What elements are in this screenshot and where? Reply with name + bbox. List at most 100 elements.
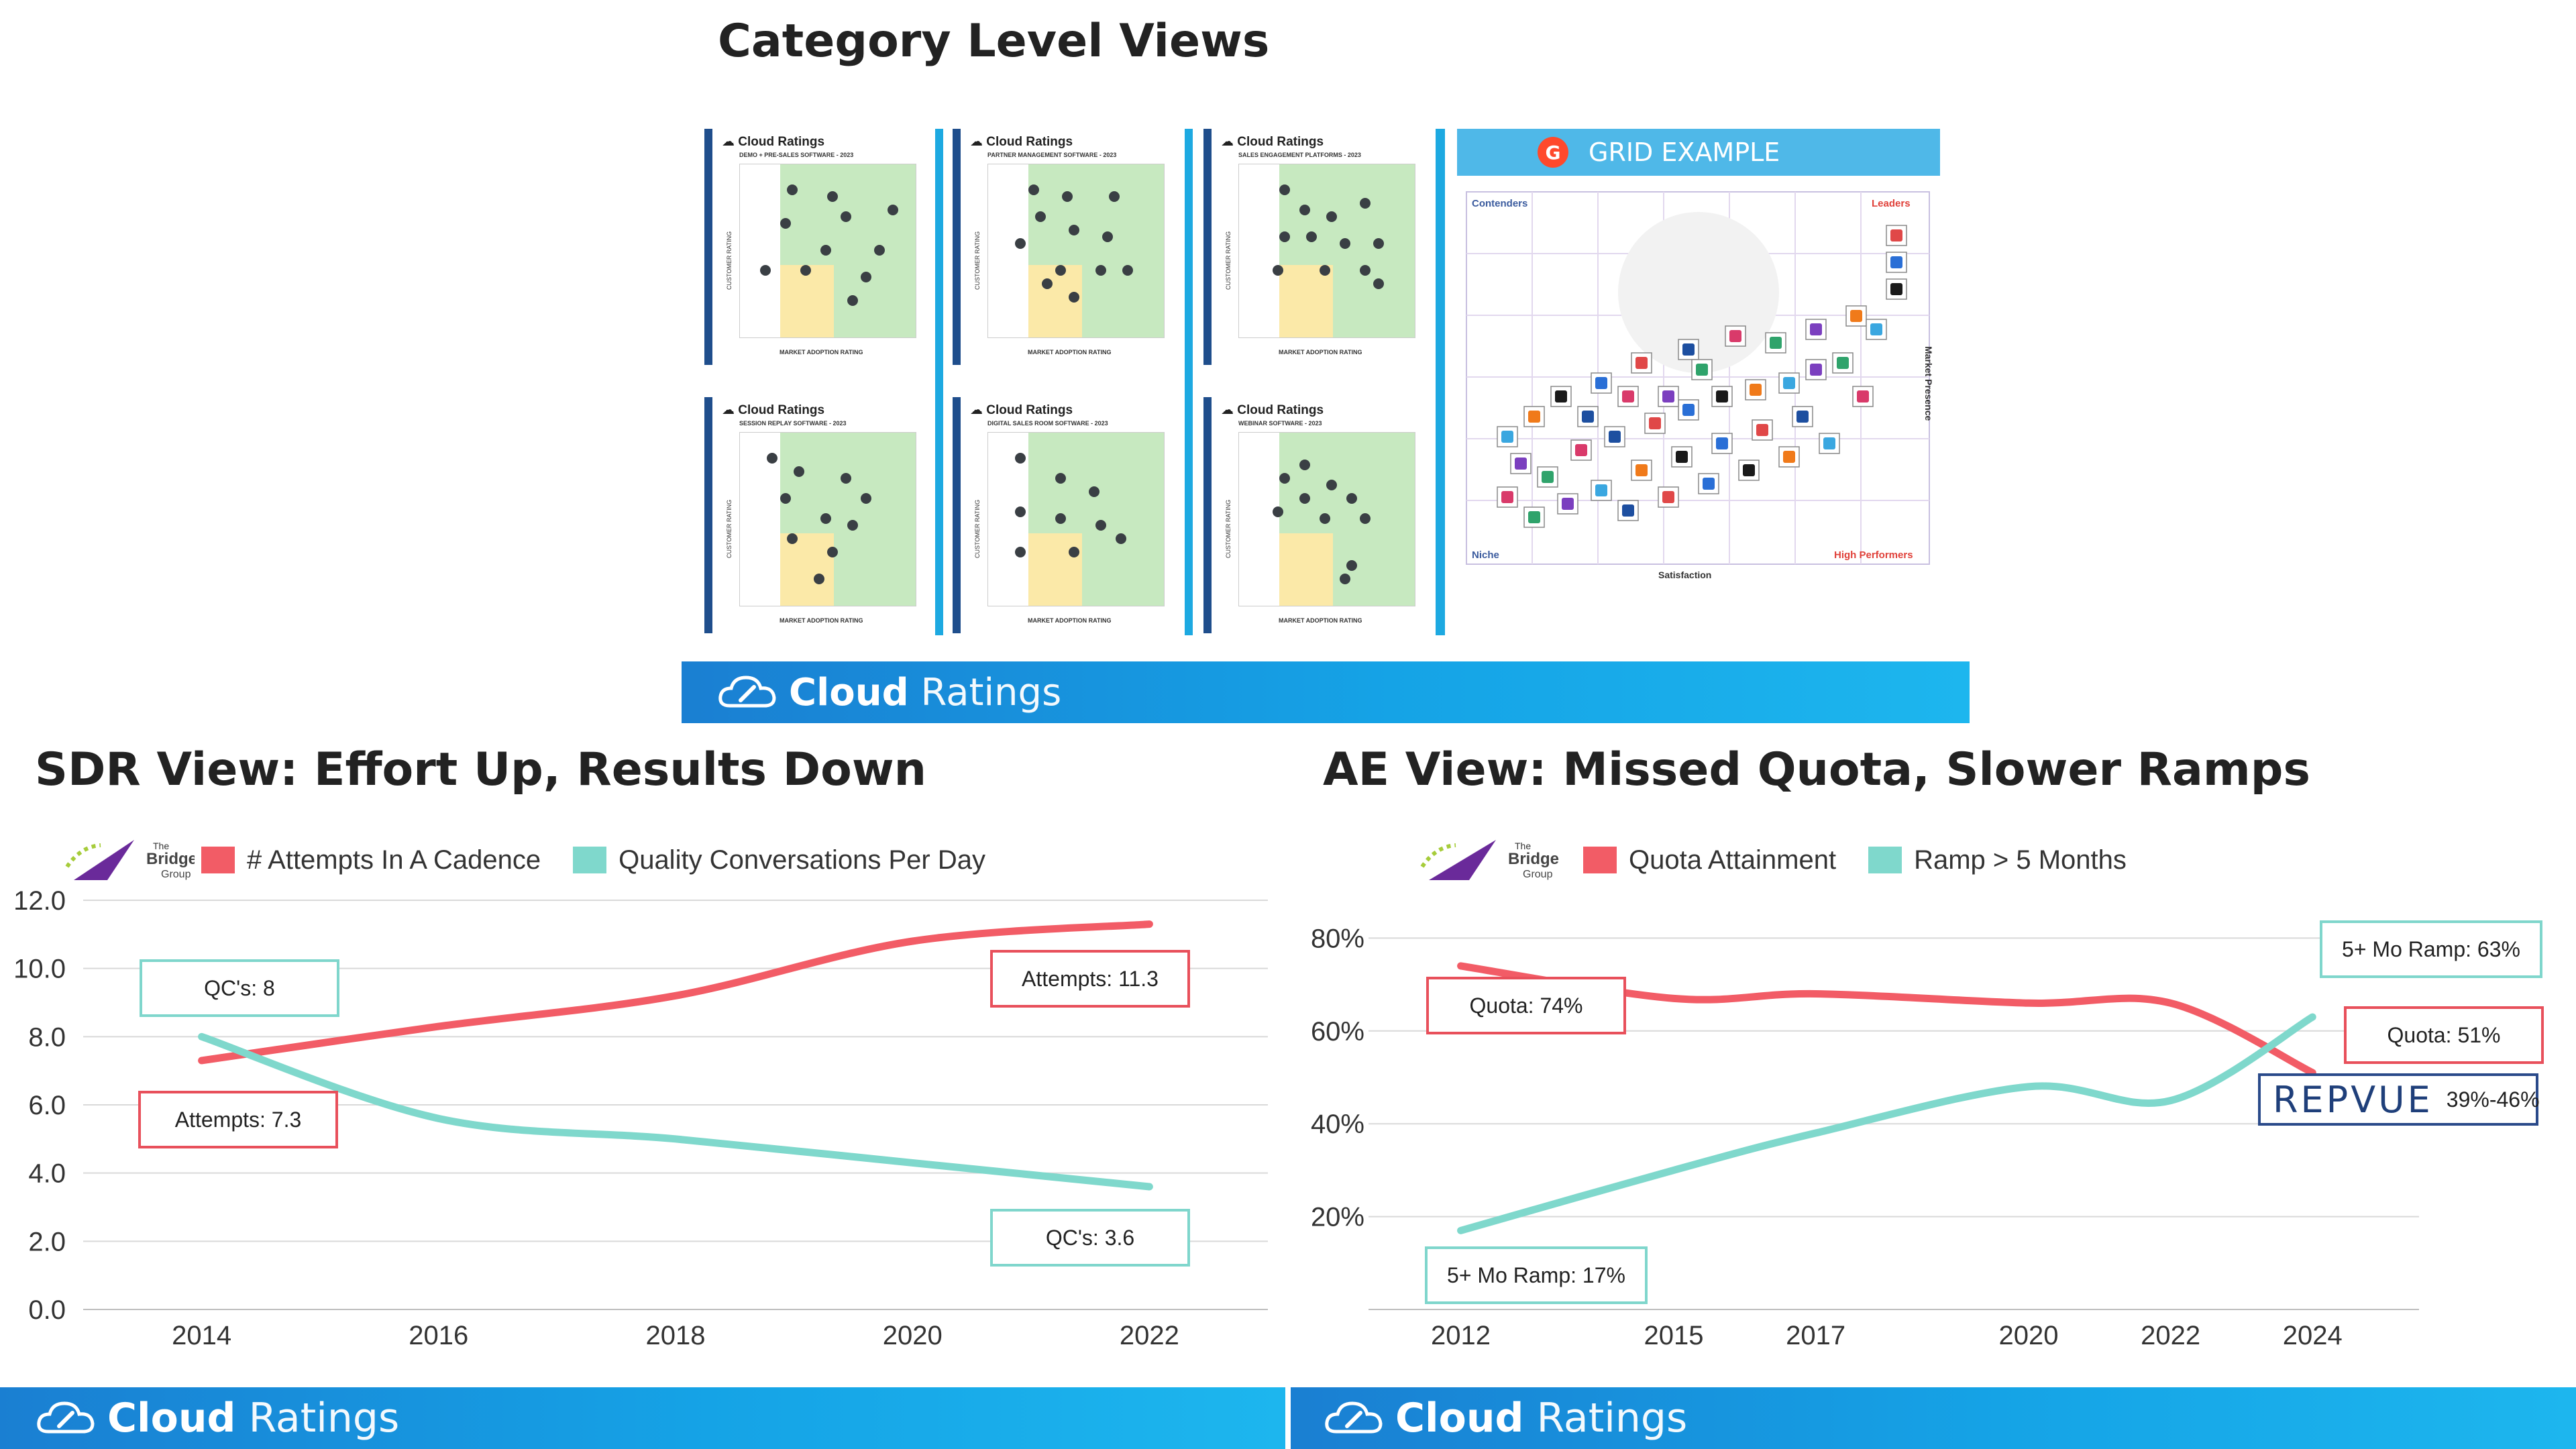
vendor-dot (1346, 560, 1357, 571)
vendor-dot (1116, 533, 1126, 544)
data-point (2028, 1002, 2030, 1004)
vendor-logo-mark (1850, 310, 1862, 322)
y-tick-label: 10.0 (13, 955, 66, 984)
data-point (437, 1118, 439, 1120)
y-tick-label: 6.0 (28, 1091, 66, 1120)
zone-balance (780, 265, 834, 337)
vendor-logo-mark (1595, 377, 1607, 389)
grid-leaders: Leaders (1872, 198, 1911, 209)
vendor-logo (1832, 352, 1854, 374)
svg-text:Bridge: Bridge (146, 850, 195, 868)
grid-high-performers: High Performers (1834, 549, 1913, 561)
data-point (2312, 1072, 2314, 1074)
ae-legend: The Bridge Group Quota Attainment Ramp >… (1415, 826, 2127, 894)
repvue-range: 39%-46% (2446, 1087, 2540, 1112)
vendor-dot (1326, 211, 1337, 222)
vendor-logo-mark (1810, 323, 1822, 335)
grid-example-header: G GRID EXAMPLE (1457, 129, 1940, 176)
vendor-dot (1279, 184, 1290, 195)
panel-xlabel: MARKET ADOPTION RATING (1279, 617, 1362, 624)
vendor-dot (861, 272, 871, 282)
series-line-b (198, 1032, 1153, 1191)
vendor-dot (1089, 486, 1099, 497)
data-point (437, 1026, 439, 1028)
vendor-dot (794, 466, 804, 477)
vendor-dot (1015, 453, 1026, 464)
cloud-icon (1325, 1401, 1383, 1434)
svg-text:Group: Group (1523, 869, 1553, 880)
data-point (1460, 1230, 1462, 1232)
sdr-legend-swatch-attempts (201, 847, 235, 873)
vendor-dot (1320, 513, 1330, 524)
sdr-legend-swatch-qc (573, 847, 607, 873)
vendor-dot (888, 205, 898, 215)
vendor-dot (1035, 211, 1046, 222)
series-line-a (1457, 962, 2316, 1077)
vendor-logo-mark (1716, 390, 1728, 402)
x-tick-label: 2014 (172, 1321, 231, 1350)
vendor-dot (1055, 513, 1066, 524)
vendor-logo-mark (1783, 451, 1795, 463)
ae-legend-quota: Quota Attainment (1629, 845, 1837, 875)
y-tick-label: 80% (1311, 924, 1364, 953)
vendor-logo-mark (1635, 357, 1648, 369)
panel-subtitle: WEBINAR SOFTWARE - 2023 (1238, 420, 1322, 427)
category-panel: ☁ Cloud Ratings WEBINAR SOFTWARE - 2023 CU… (1203, 397, 1426, 633)
category-panel: ☁ Cloud Ratings SESSION REPLAY SOFTWARE -… (704, 397, 927, 633)
sdr-callout-attempts-start: Attempts: 7.3 (138, 1091, 338, 1148)
banner-brand-bold: Cloud (1395, 1395, 1524, 1442)
vendor-logo-mark (1890, 283, 1902, 295)
vendor-dot (1069, 225, 1079, 235)
sdr-chart: 0.0 2.0 4.0 6.0 8.0 10.0 12.0 2014 2016 2018 2020 2… (13, 886, 1268, 1350)
panel-subtitle: DEMO + PRE-SALES SOFTWARE - 2023 (739, 152, 854, 158)
sdr-callout-qc-end: QC's: 3.6 (990, 1209, 1190, 1267)
zone-balance (1028, 533, 1082, 606)
vendor-dot (1299, 205, 1310, 215)
data-point (1815, 993, 1817, 995)
category-panel: ☁ Cloud Ratings SALES ENGAGEMENT PLATFORM… (1203, 129, 1426, 365)
grid-example-label: GRID EXAMPLE (1589, 138, 1780, 167)
banner-brand-light: Ratings (920, 670, 1062, 714)
vendor-logo-mark (1609, 431, 1621, 443)
vendor-dot (1042, 278, 1053, 289)
category-title: Category Level Views (718, 15, 1270, 68)
vendor-dot (1373, 238, 1384, 249)
panel-plot (739, 432, 916, 606)
vendor-dot (1299, 493, 1310, 504)
svg-text:Group: Group (161, 869, 191, 880)
ae-callout-repvue: REPVUE 39%-46% (2258, 1073, 2540, 1126)
y-tick-label: 2.0 (28, 1227, 66, 1256)
banner-brand-light: Ratings (248, 1395, 400, 1442)
panel-xlabel: MARKET ADOPTION RATING (1028, 617, 1112, 624)
sdr-callout-attempts-end: Attempts: 11.3 (990, 950, 1190, 1008)
panel-xlabel: MARKET ADOPTION RATING (1279, 349, 1362, 356)
data-point (1148, 923, 1150, 925)
panel-brand: ☁ Cloud Ratings (722, 135, 825, 149)
vendor-logo-mark (1528, 411, 1540, 423)
sdr-legend: The Bridge Group # Attempts In A Cadence… (60, 826, 985, 894)
vendor-dot (1279, 231, 1290, 242)
vendor-dot (800, 265, 811, 276)
y-tick-label: 20% (1311, 1203, 1364, 1232)
ae-callout-ramp-end: 5+ Mo Ramp: 63% (2320, 920, 2542, 978)
data-point (2169, 1002, 2171, 1004)
vendor-dot (1095, 265, 1106, 276)
panel-subtitle: PARTNER MANAGEMENT SOFTWARE - 2023 (987, 152, 1117, 158)
panel-subtitle: SALES ENGAGEMENT PLATFORMS - 2023 (1238, 152, 1361, 158)
zone-balance (1279, 533, 1333, 606)
vendor-logo-mark (1870, 323, 1882, 335)
vendor-dot (767, 453, 777, 464)
vendor-logo-mark (1555, 390, 1567, 402)
vendor-dot (1062, 191, 1073, 202)
panel-brand: ☁ Cloud Ratings (1221, 403, 1324, 417)
vendor-dot (1028, 184, 1039, 195)
vendor-logo-mark (1542, 471, 1554, 483)
vendor-logo-mark (1635, 464, 1648, 476)
g2-icon: G (1538, 137, 1568, 168)
panel-ylabel: CUSTOMER RATING (974, 231, 981, 290)
vendor-dot (1326, 480, 1337, 490)
vendor-logo-mark (1750, 384, 1762, 396)
ae-callout-ramp-start: 5+ Mo Ramp: 17% (1425, 1246, 1648, 1304)
vendor-dot (1102, 231, 1113, 242)
sdr-cloud-ratings-banner: Cloud Ratings (0, 1387, 1285, 1449)
